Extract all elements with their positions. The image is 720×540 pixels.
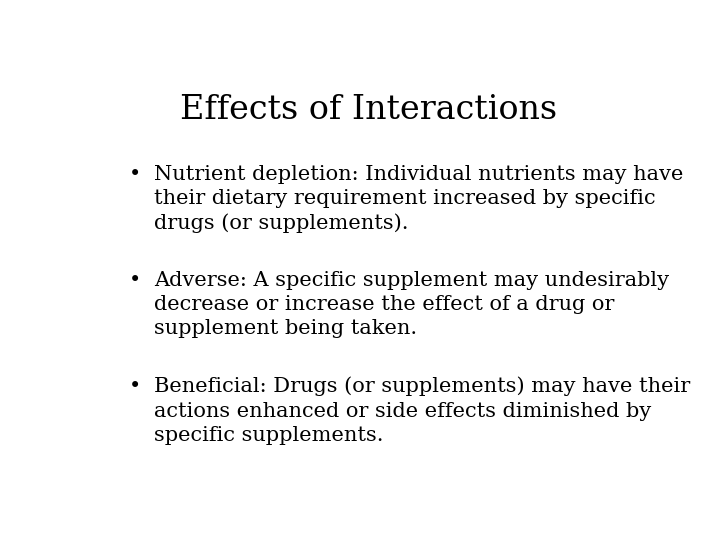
Text: Effects of Interactions: Effects of Interactions <box>181 94 557 126</box>
Text: •: • <box>128 377 141 396</box>
Text: Nutrient depletion: Individual nutrients may have
their dietary requirement incr: Nutrient depletion: Individual nutrients… <box>154 165 683 233</box>
Text: Adverse: A specific supplement may undesirably
decrease or increase the effect o: Adverse: A specific supplement may undes… <box>154 271 670 338</box>
Text: •: • <box>128 165 141 184</box>
Text: •: • <box>128 271 141 289</box>
Text: Beneficial: Drugs (or supplements) may have their
actions enhanced or side effec: Beneficial: Drugs (or supplements) may h… <box>154 377 690 445</box>
